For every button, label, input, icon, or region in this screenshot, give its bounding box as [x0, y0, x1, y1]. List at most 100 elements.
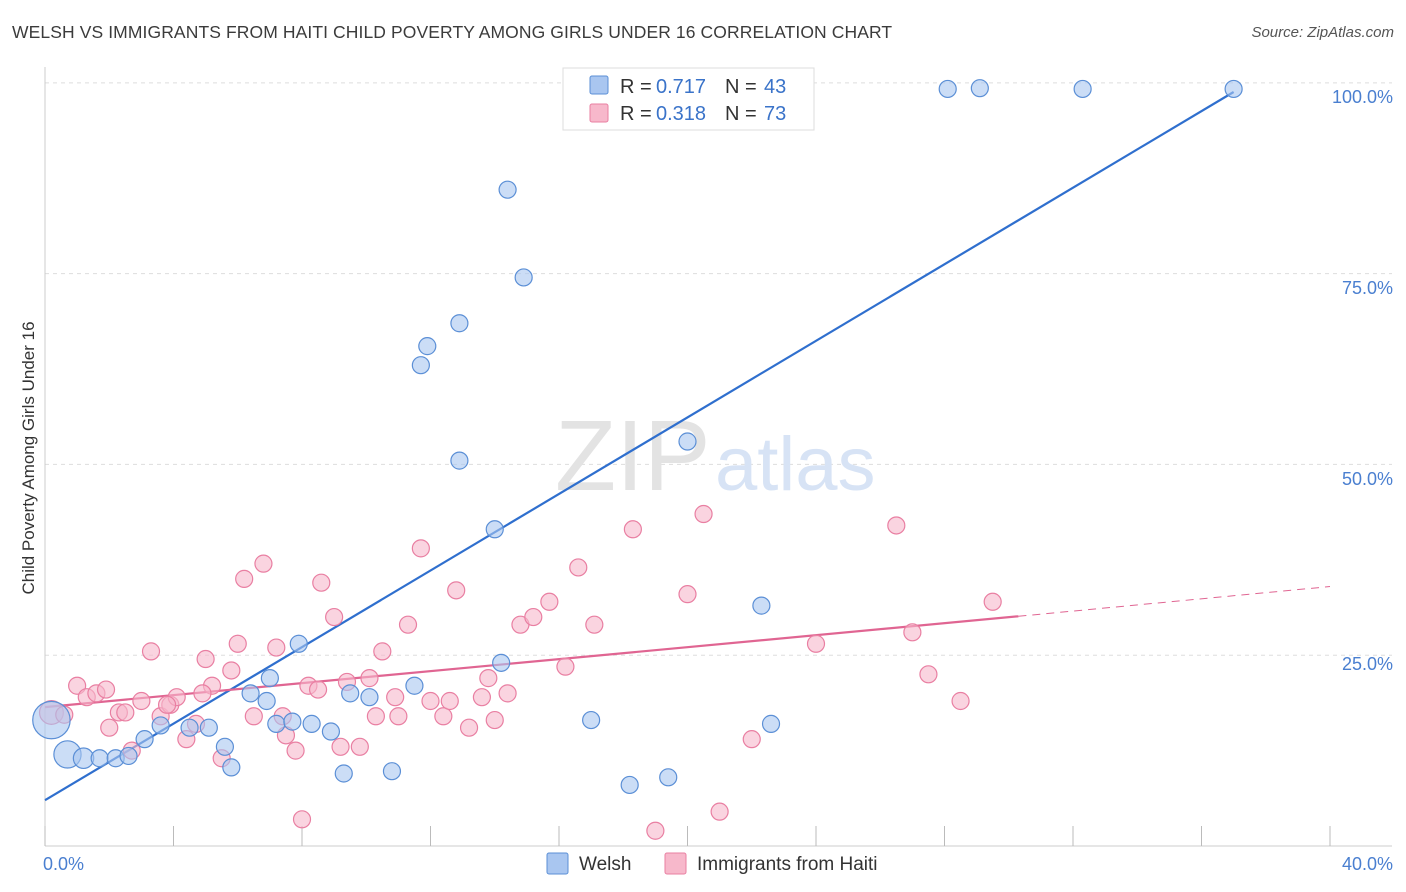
haiti-point: [694, 504, 713, 524]
welsh-point: [450, 451, 469, 470]
haiti-point: [903, 623, 922, 642]
bottom-legend-welsh-label: Welsh: [579, 854, 631, 875]
welsh-point: [32, 700, 71, 740]
welsh-point: [260, 669, 279, 688]
welsh-point: [761, 714, 781, 733]
x-tick-label-max: 40.0%: [1342, 854, 1393, 874]
y-axis-label: Child Poverty Among Girls Under 16: [19, 321, 38, 594]
welsh-point: [222, 758, 241, 777]
haiti-point: [228, 634, 247, 653]
haiti-point: [472, 688, 491, 707]
grid-lines: [45, 82, 1392, 656]
haiti-point: [485, 710, 504, 730]
haiti-point: [479, 669, 498, 688]
haiti-point: [710, 802, 729, 821]
haiti-point: [585, 615, 604, 634]
y-tick-label: 100.0%: [1332, 87, 1393, 107]
welsh-point: [678, 432, 697, 451]
haiti-point: [389, 707, 408, 726]
welsh-point: [151, 716, 170, 735]
legend-welsh-r-label: R =: [620, 76, 652, 98]
haiti-point: [100, 718, 119, 737]
haiti-point: [325, 607, 344, 627]
haiti-point: [350, 737, 369, 756]
welsh-point: [283, 712, 302, 731]
haiti-point: [887, 516, 906, 535]
welsh-point: [302, 714, 321, 733]
welsh-point: [1073, 79, 1092, 99]
welsh-point: [135, 730, 154, 749]
bottom-legend-haiti-label: Immigrants from Haiti: [697, 854, 878, 875]
welsh-point: [582, 710, 601, 730]
haiti-point: [360, 669, 379, 688]
haiti-point: [806, 634, 826, 653]
haiti-point: [292, 810, 312, 829]
welsh-point: [450, 314, 469, 333]
haiti-point: [96, 680, 116, 699]
legend-haiti-n-label: N =: [725, 103, 757, 125]
source-credit: Source: ZipAtlas.com: [1251, 24, 1394, 41]
haiti-point: [132, 691, 151, 711]
haiti-point: [244, 707, 263, 726]
haiti-point: [646, 821, 665, 840]
welsh-point: [119, 746, 138, 766]
welsh-point: [241, 684, 260, 703]
haiti-point: [312, 573, 331, 592]
welsh-point: [405, 676, 424, 695]
welsh-point: [257, 691, 276, 711]
legend-welsh-n-label: N =: [725, 76, 757, 98]
haiti-point: [569, 558, 588, 577]
haiti-point: [421, 691, 440, 711]
legend-haiti-swatch: [589, 103, 609, 123]
haiti-point: [742, 730, 761, 749]
welsh-point: [341, 684, 360, 703]
welsh-point: [382, 762, 402, 781]
haiti-point: [222, 661, 241, 680]
haiti-point: [116, 703, 135, 722]
haiti-point: [254, 554, 273, 573]
series-legend: Welsh Immigrants from Haiti: [546, 852, 878, 875]
legend-haiti-n-value: 73: [764, 103, 786, 125]
haiti-point: [623, 520, 642, 539]
welsh-trend-line: [44, 91, 1235, 802]
haiti-point: [286, 741, 305, 760]
welsh-point: [418, 337, 437, 356]
haiti-point: [459, 718, 479, 737]
haiti-point: [678, 585, 697, 604]
haiti-point: [141, 642, 161, 661]
haiti-trend-line: [44, 615, 1019, 709]
welsh-point: [938, 79, 957, 99]
data-points: [32, 79, 1243, 840]
stats-legend: R = 0.717 N = 43 R = 0.318 N = 73: [562, 67, 815, 131]
welsh-point: [180, 718, 199, 737]
legend-welsh-swatch: [589, 75, 609, 95]
haiti-point: [235, 569, 254, 588]
welsh-point: [215, 737, 234, 756]
welsh-point: [1224, 79, 1243, 99]
haiti-point: [373, 642, 392, 661]
welsh-point: [514, 268, 533, 287]
axes: 25.0% 50.0% 75.0% 100.0% 0.0% 40.0%: [43, 67, 1393, 874]
y-tick-label: 50.0%: [1342, 469, 1393, 489]
haiti-point: [434, 707, 453, 726]
haiti-point: [556, 657, 575, 676]
welsh-point: [970, 79, 989, 98]
haiti-point: [366, 707, 385, 726]
welsh-point: [492, 653, 511, 672]
legend-welsh-r-value: 0.717: [656, 76, 706, 98]
haiti-point: [951, 691, 970, 711]
welsh-point: [90, 749, 109, 768]
y-tick-label: 25.0%: [1342, 654, 1393, 674]
haiti-point: [440, 691, 459, 711]
haiti-point: [983, 592, 1002, 611]
x-tick-label-min: 0.0%: [43, 854, 84, 874]
welsh-point: [620, 775, 639, 795]
welsh-point: [334, 764, 353, 783]
haiti-point: [919, 665, 938, 684]
welsh-point: [321, 722, 341, 741]
haiti-point: [498, 684, 517, 703]
haiti-point: [411, 539, 430, 558]
welsh-point: [485, 520, 504, 539]
haiti-point: [196, 649, 215, 669]
